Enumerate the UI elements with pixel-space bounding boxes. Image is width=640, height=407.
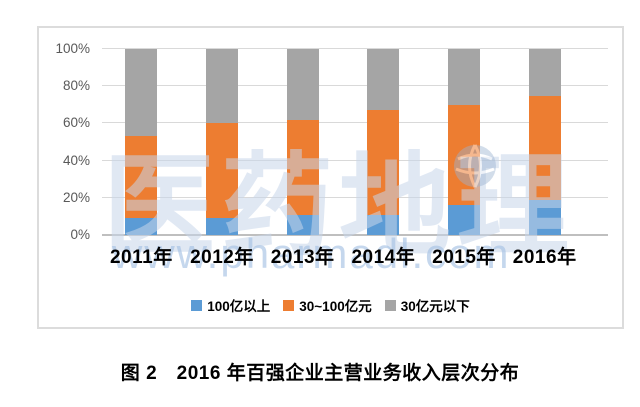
- bar-segment: [367, 110, 400, 215]
- stacked-bar-2011年: [125, 49, 158, 235]
- gridline: [102, 159, 608, 161]
- figure-caption: 图 2 2016 年百强企业主营业务收入层次分布: [120, 363, 520, 384]
- legend-item: 100亿以上: [191, 295, 270, 315]
- bar-segment: [367, 214, 400, 235]
- bar-segment: [367, 49, 400, 111]
- bar-segment: [528, 95, 561, 200]
- bar-segment: [286, 49, 319, 120]
- x-axis-label: 2011年: [109, 247, 173, 268]
- legend-swatch-icon: [191, 299, 203, 311]
- bar-segment: [448, 104, 481, 206]
- bar-slot: [343, 49, 424, 235]
- legend-item-label: 100亿以上: [207, 299, 271, 314]
- bars-container: [101, 49, 585, 235]
- bar-segment: [206, 49, 238, 124]
- x-axis-label: 2012年: [190, 247, 254, 268]
- y-axis-tick-label: 80%: [62, 78, 90, 94]
- legend-swatch-icon: [384, 299, 396, 311]
- bar-segment: [448, 205, 481, 235]
- x-axis-label: 2013年: [270, 247, 335, 268]
- bar-slot: [424, 49, 505, 235]
- x-axis-label: 2015年: [432, 247, 496, 268]
- y-axis-tick-label: 20%: [62, 189, 90, 205]
- x-axis-label: 2014年: [351, 247, 416, 268]
- y-axis-tick-label: 40%: [62, 152, 90, 168]
- gridline: [102, 196, 608, 198]
- gridline: [102, 48, 608, 49]
- y-axis: 100% 80% 60% 40% 20% 0%: [39, 41, 95, 242]
- stacked-bar-2015年: [448, 49, 481, 235]
- bar-segment: [286, 214, 319, 235]
- bar-slot: [101, 49, 182, 235]
- y-axis-tick-label: 0%: [70, 227, 90, 242]
- y-axis-tick-label: 60%: [62, 115, 90, 131]
- stacked-bar-2016年: [528, 49, 561, 235]
- bar-segment: [206, 123, 238, 219]
- bar-slot: [262, 49, 343, 235]
- stacked-bar-2012年: [206, 49, 238, 235]
- chart-border-frame: 100% 80% 60% 40% 20% 0% 2011年 2012年 2013年 2014年 2…: [37, 26, 624, 329]
- bar-segment: [125, 218, 158, 235]
- legend-item: 30~100亿元: [283, 295, 372, 315]
- gridline: [102, 122, 608, 124]
- legend-item-label: 30亿元以下: [400, 299, 470, 314]
- legend: 100亿以上 30~100亿元 30亿元以下: [39, 295, 622, 315]
- bar-segment: [528, 49, 561, 96]
- bar-slot: [182, 49, 263, 235]
- plot-area: [102, 48, 608, 236]
- legend-swatch-icon: [283, 299, 295, 311]
- bar-segment: [206, 218, 238, 235]
- x-axis: 2011年 2012年 2013年 2014年 2015年 2016年: [101, 241, 585, 275]
- stacked-bar-2013年: [286, 49, 319, 235]
- gridline: [102, 234, 608, 236]
- bar-segment: [528, 199, 561, 235]
- legend-item: 30亿元以下: [384, 295, 470, 315]
- stacked-bar-2014年: [367, 49, 400, 235]
- y-axis-tick-label: 100%: [55, 41, 90, 56]
- x-axis-label: 2016年: [512, 247, 577, 268]
- gridline: [102, 85, 608, 87]
- bar-segment: [125, 136, 158, 219]
- bar-segment: [448, 49, 481, 105]
- legend-item-label: 30~100亿元: [299, 299, 372, 314]
- bar-segment: [125, 49, 158, 137]
- bar-slot: [504, 49, 585, 235]
- bar-segment: [286, 119, 319, 215]
